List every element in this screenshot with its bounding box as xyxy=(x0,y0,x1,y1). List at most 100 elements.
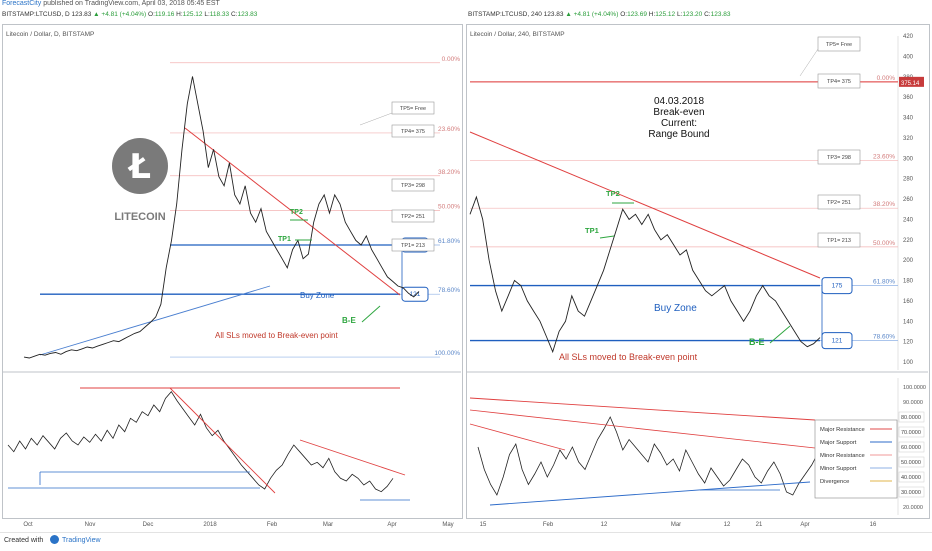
footer: Created with TradingView xyxy=(0,532,932,551)
y-tick-label: 240 xyxy=(903,217,914,223)
open-value: 119.16 xyxy=(154,11,175,18)
low-label: L: xyxy=(204,11,210,18)
sl-note: All SLs moved to Break-even point xyxy=(215,331,339,340)
y-tick-label: 140 xyxy=(903,319,914,325)
last-price-tag-box xyxy=(899,76,924,87)
target-label: TP1= 213 xyxy=(401,243,425,249)
y-tick-label: 20.0000 xyxy=(903,505,923,511)
target-box xyxy=(817,36,861,52)
x-tick-label: Dec xyxy=(143,522,154,528)
fib-level-label: 78.60% xyxy=(873,334,895,341)
note-line: Range Bound xyxy=(648,129,709,140)
fib-level-label: 0.00% xyxy=(442,56,461,63)
target-label: TP2= 251 xyxy=(827,200,851,206)
legend-label: Divergence xyxy=(820,479,849,485)
y-tick-label: 300 xyxy=(903,156,914,162)
change-value: ▲ +4.81 (+4.04%) xyxy=(93,11,147,18)
litecoin-logo-text: LITECOIN xyxy=(114,211,165,223)
fib-level-label: 61.80% xyxy=(873,279,895,286)
fib-level-label: 38.20% xyxy=(438,169,460,176)
symbol-name: BITSTAMP:LTCUSD, 240 xyxy=(468,11,542,18)
left-chart-panel[interactable] xyxy=(2,24,463,519)
close-label: C: xyxy=(230,11,238,18)
right-price-series xyxy=(469,195,821,354)
high-label: H: xyxy=(648,11,656,18)
target-label: TP3= 298 xyxy=(401,183,425,189)
value-tag-label: 70.0000 xyxy=(901,430,921,436)
y-tick-label: 400 xyxy=(903,54,914,60)
target-box xyxy=(391,209,435,223)
y-tick-label: 160 xyxy=(903,299,914,305)
x-tick-label: Apr xyxy=(800,522,809,528)
tradingview-logo-icon xyxy=(50,535,59,544)
note-line: Break-even xyxy=(653,107,704,118)
open-label: O: xyxy=(620,11,628,18)
y-tick-label: 420 xyxy=(903,34,914,40)
tp1-arrow xyxy=(599,235,615,239)
left-indicator-trendline xyxy=(169,387,276,494)
y-tick-label: 180 xyxy=(903,279,914,285)
target-box xyxy=(817,232,861,248)
target-box xyxy=(817,73,861,89)
y-tick-label: 90.0000 xyxy=(903,400,923,406)
close-label: C: xyxy=(704,11,711,18)
x-tick-label: Oct xyxy=(23,522,33,528)
y-tick-label: 260 xyxy=(903,197,914,203)
fib-level-label: 50.00% xyxy=(873,240,895,247)
value-tag-box xyxy=(898,441,925,453)
value-tag-box xyxy=(898,411,925,423)
tradingview-link[interactable]: TradingView xyxy=(62,537,101,544)
close-value: 123.83 xyxy=(710,11,731,18)
close-value: 123.83 xyxy=(237,11,258,18)
open-label: O: xyxy=(148,11,155,18)
value-tag-box xyxy=(898,456,925,468)
be-arrow xyxy=(769,325,791,344)
be-arrow xyxy=(361,305,381,323)
author-link[interactable]: ForecastCity xyxy=(2,0,42,7)
y-tick-label: 220 xyxy=(903,238,914,244)
x-tick-label: Feb xyxy=(267,522,278,528)
legend-label: Minor Resistance xyxy=(820,453,865,459)
left-trendline-support xyxy=(39,285,271,356)
low-value: 118.33 xyxy=(209,11,230,18)
created-with-text: Created with xyxy=(4,537,44,544)
left-trendline-resistance xyxy=(184,127,401,296)
value-tag-label: 40.0000 xyxy=(901,475,921,481)
sl-note: All SLs moved to Break-even point xyxy=(559,352,698,362)
y-tick-label: 360 xyxy=(903,95,914,101)
high-label: H: xyxy=(176,11,183,18)
tp1-annotation: TP1 xyxy=(585,226,599,235)
high-value: 125.12 xyxy=(655,11,676,18)
x-tick-label: 16 xyxy=(870,522,877,528)
right-chart-title: Litecoin / Dollar, 240, BITSTAMP xyxy=(470,31,565,38)
right-indicator-series xyxy=(477,416,819,496)
target-box xyxy=(391,178,435,192)
left-price-series xyxy=(23,76,420,359)
be-label: B-E xyxy=(749,337,765,347)
legend-label: Minor Support xyxy=(820,466,857,472)
tp2-annotation: TP2 xyxy=(606,189,620,198)
be-label: B-E xyxy=(342,316,356,325)
target-label: TP1= 213 xyxy=(827,238,851,244)
x-tick-label: Apr xyxy=(387,522,396,528)
legend-label: Major Support xyxy=(820,440,857,446)
target-label: TP4= 375 xyxy=(827,79,851,85)
target-label: TP5= Free xyxy=(826,42,852,48)
open-value: 123.69 xyxy=(627,11,647,18)
x-tick-label: Mar xyxy=(323,522,333,528)
right-indicator-trendline xyxy=(469,423,566,451)
target-box xyxy=(391,101,435,115)
litecoin-logo-icon xyxy=(112,138,168,194)
y-tick-label: 340 xyxy=(903,116,914,122)
target-pointer xyxy=(359,112,393,126)
left-chart-title: Litecoin / Dollar, D, BITSTAMP xyxy=(6,31,95,38)
value-tag-label: 30.0000 xyxy=(901,490,921,496)
legend-box xyxy=(814,419,898,499)
right-symbol-line: BITSTAMP:LTCUSD, 240 123.83 ▲ +4.81 (+4.… xyxy=(468,11,731,18)
buy-zone-label: Buy Zone xyxy=(300,291,335,300)
value-tag-box xyxy=(898,471,925,483)
target-box xyxy=(391,124,435,138)
zone-tag-label: 121 xyxy=(832,338,843,345)
target-label: TP5= Free xyxy=(400,106,426,112)
